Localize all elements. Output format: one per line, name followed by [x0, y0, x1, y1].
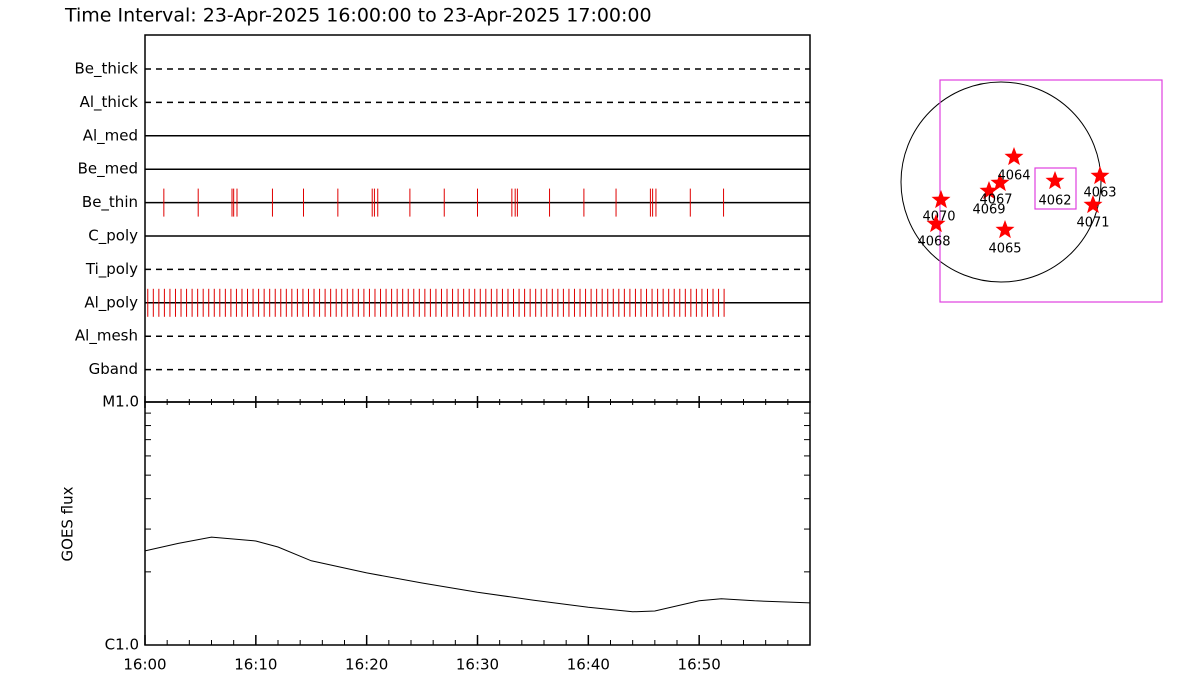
ar-label: 4071: [1076, 216, 1109, 231]
ar-star: [1090, 166, 1110, 185]
ar-star: [1045, 171, 1065, 190]
row-label: Be_med: [78, 160, 138, 179]
x-tick-label: 16:40: [567, 656, 610, 674]
row-label: C_poly: [88, 227, 138, 246]
x-tick-label: 16:30: [456, 656, 499, 674]
ar-star: [926, 214, 946, 233]
row-label: Al_thick: [80, 93, 139, 112]
ar-label: 4065: [988, 242, 1021, 257]
y-axis-label: GOES flux: [59, 486, 77, 561]
y-tick-label: C1.0: [105, 636, 139, 654]
ar-star: [931, 190, 951, 209]
x-tick-label: 16:20: [345, 656, 388, 674]
ar-label: 4068: [917, 235, 950, 250]
fov-box: [939, 79, 1163, 303]
timeline-frame: [144, 34, 811, 403]
row-label: Al_med: [83, 126, 138, 145]
fov-box: [1034, 167, 1077, 210]
solar-disk: [900, 81, 1102, 283]
goes-frame: [144, 401, 811, 646]
ar-label: 4069: [972, 203, 1005, 218]
row-label: Be_thick: [74, 60, 138, 79]
row-label: Ti_poly: [85, 260, 138, 279]
row-label: Be_thin: [82, 193, 138, 212]
chart-title: Time Interval: 23-Apr-2025 16:00:00 to 2…: [64, 5, 652, 27]
ar-star: [1004, 147, 1024, 166]
row-label: Al_mesh: [75, 327, 138, 346]
ar-star: [1083, 195, 1103, 214]
x-tick-label: 16:10: [234, 656, 277, 674]
ar-label: 4064: [997, 169, 1030, 184]
ar-label: 4063: [1083, 186, 1116, 201]
x-tick-label: 16:00: [123, 656, 166, 674]
ar-label: 4067: [979, 193, 1012, 208]
y-tick-label: M1.0: [102, 393, 139, 411]
ar-star: [979, 181, 999, 200]
row-label: Al_poly: [84, 293, 138, 312]
row-label: Gband: [89, 360, 138, 378]
goes-line: [144, 536, 811, 613]
ar-label: 4062: [1038, 194, 1071, 209]
ar-star: [990, 173, 1010, 192]
x-tick-label: 16:50: [678, 656, 721, 674]
ar-star: [995, 220, 1015, 239]
